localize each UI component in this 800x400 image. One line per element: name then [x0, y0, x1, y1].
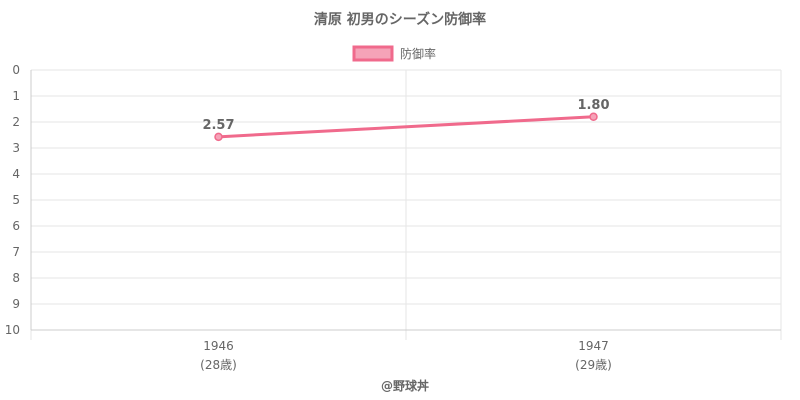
data-point[interactable] [214, 132, 223, 142]
x-axis: 1946 (28歳) 1947 (29歳) [200, 339, 612, 372]
legend[interactable]: 防御率 [352, 45, 436, 62]
y-tick-label: 6 [12, 219, 20, 233]
y-tick-label: 10 [5, 323, 20, 337]
series-line: 2.57 1.80 [202, 98, 610, 142]
chart-title: 清原 初男のシーズン防御率 [314, 11, 486, 28]
legend-swatch [352, 45, 394, 62]
y-tick-label: 7 [12, 245, 20, 259]
y-tick-label: 8 [12, 271, 20, 285]
y-tick-label: 2 [12, 115, 20, 129]
grid [30, 69, 782, 340]
y-tick-label: 3 [12, 141, 20, 155]
x-tick-age-label: (29歳) [575, 358, 612, 372]
x-tick-label: 1946 [203, 339, 234, 353]
series-path [217, 115, 595, 139]
credit-text: @野球丼 [381, 378, 429, 393]
legend-label: 防御率 [400, 46, 436, 61]
y-tick-label: 0 [12, 63, 20, 77]
x-tick-age-label: (28歳) [200, 358, 237, 372]
data-point[interactable] [589, 112, 598, 122]
y-tick-label: 1 [12, 89, 20, 103]
y-tick-label: 5 [12, 193, 20, 207]
x-tick-label: 1947 [578, 339, 609, 353]
y-tick-label: 4 [12, 167, 20, 181]
y-axis: 0 1 2 3 4 5 6 7 8 9 10 [5, 63, 20, 337]
y-tick-label: 9 [12, 297, 20, 311]
data-label: 2.57 [202, 118, 234, 133]
data-label: 1.80 [577, 98, 609, 113]
